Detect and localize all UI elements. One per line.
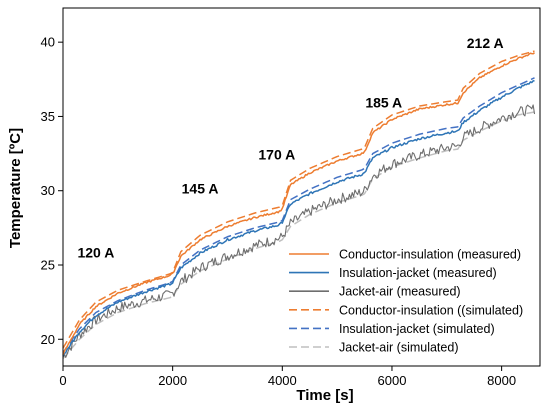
series-line-6 — [62, 111, 535, 360]
legend-label: Insulation-jacket (simulated) — [339, 322, 495, 336]
x-tick-label: 6000 — [378, 373, 407, 388]
current-annotation: 120 A — [77, 245, 114, 261]
y-tick-label: 35 — [41, 109, 55, 124]
series-line-2 — [62, 79, 535, 357]
x-tick-label: 2000 — [158, 373, 187, 388]
series-layer — [62, 50, 536, 360]
y-axis-title: Temperature [ºC] — [7, 128, 24, 248]
x-tick-label: 8000 — [487, 373, 516, 388]
y-tick-label: 40 — [41, 35, 55, 50]
legend-label: Conductor-insulation (measured) — [339, 248, 521, 262]
legend: Conductor-insulation (measured) Insulatio… — [289, 248, 523, 355]
current-annotation: 185 A — [365, 95, 402, 111]
current-annotation: 212 A — [467, 35, 504, 51]
plot-frame — [62, 7, 541, 367]
y-tick-label: 30 — [41, 183, 55, 198]
axes-layer: 0 2000 4000 6000 8000 20 25 30 35 40 — [41, 7, 541, 388]
series-line-1 — [62, 52, 536, 356]
legend-label: Insulation-jacket (measured) — [339, 266, 497, 280]
series-line-4 — [62, 50, 535, 349]
series-line-5 — [62, 77, 535, 354]
current-annotation: 170 A — [258, 147, 295, 163]
x-tick-label: 0 — [59, 373, 66, 388]
y-tick-label: 20 — [41, 332, 55, 347]
series-line-3 — [62, 104, 536, 358]
x-tick-label: 4000 — [268, 373, 297, 388]
legend-label: Jacket-air (simulated) — [339, 341, 458, 355]
annotation-layer: 120 A 145 A 170 A 185 A 212 A — [77, 35, 503, 260]
legend-label: Conductor-insulation ((simulated) — [339, 303, 523, 317]
y-tick-label: 25 — [41, 257, 55, 272]
legend-label: Jacket-air (measured) — [339, 285, 461, 299]
x-axis-title: Time [s] — [296, 387, 353, 404]
current-annotation: 145 A — [182, 181, 219, 197]
